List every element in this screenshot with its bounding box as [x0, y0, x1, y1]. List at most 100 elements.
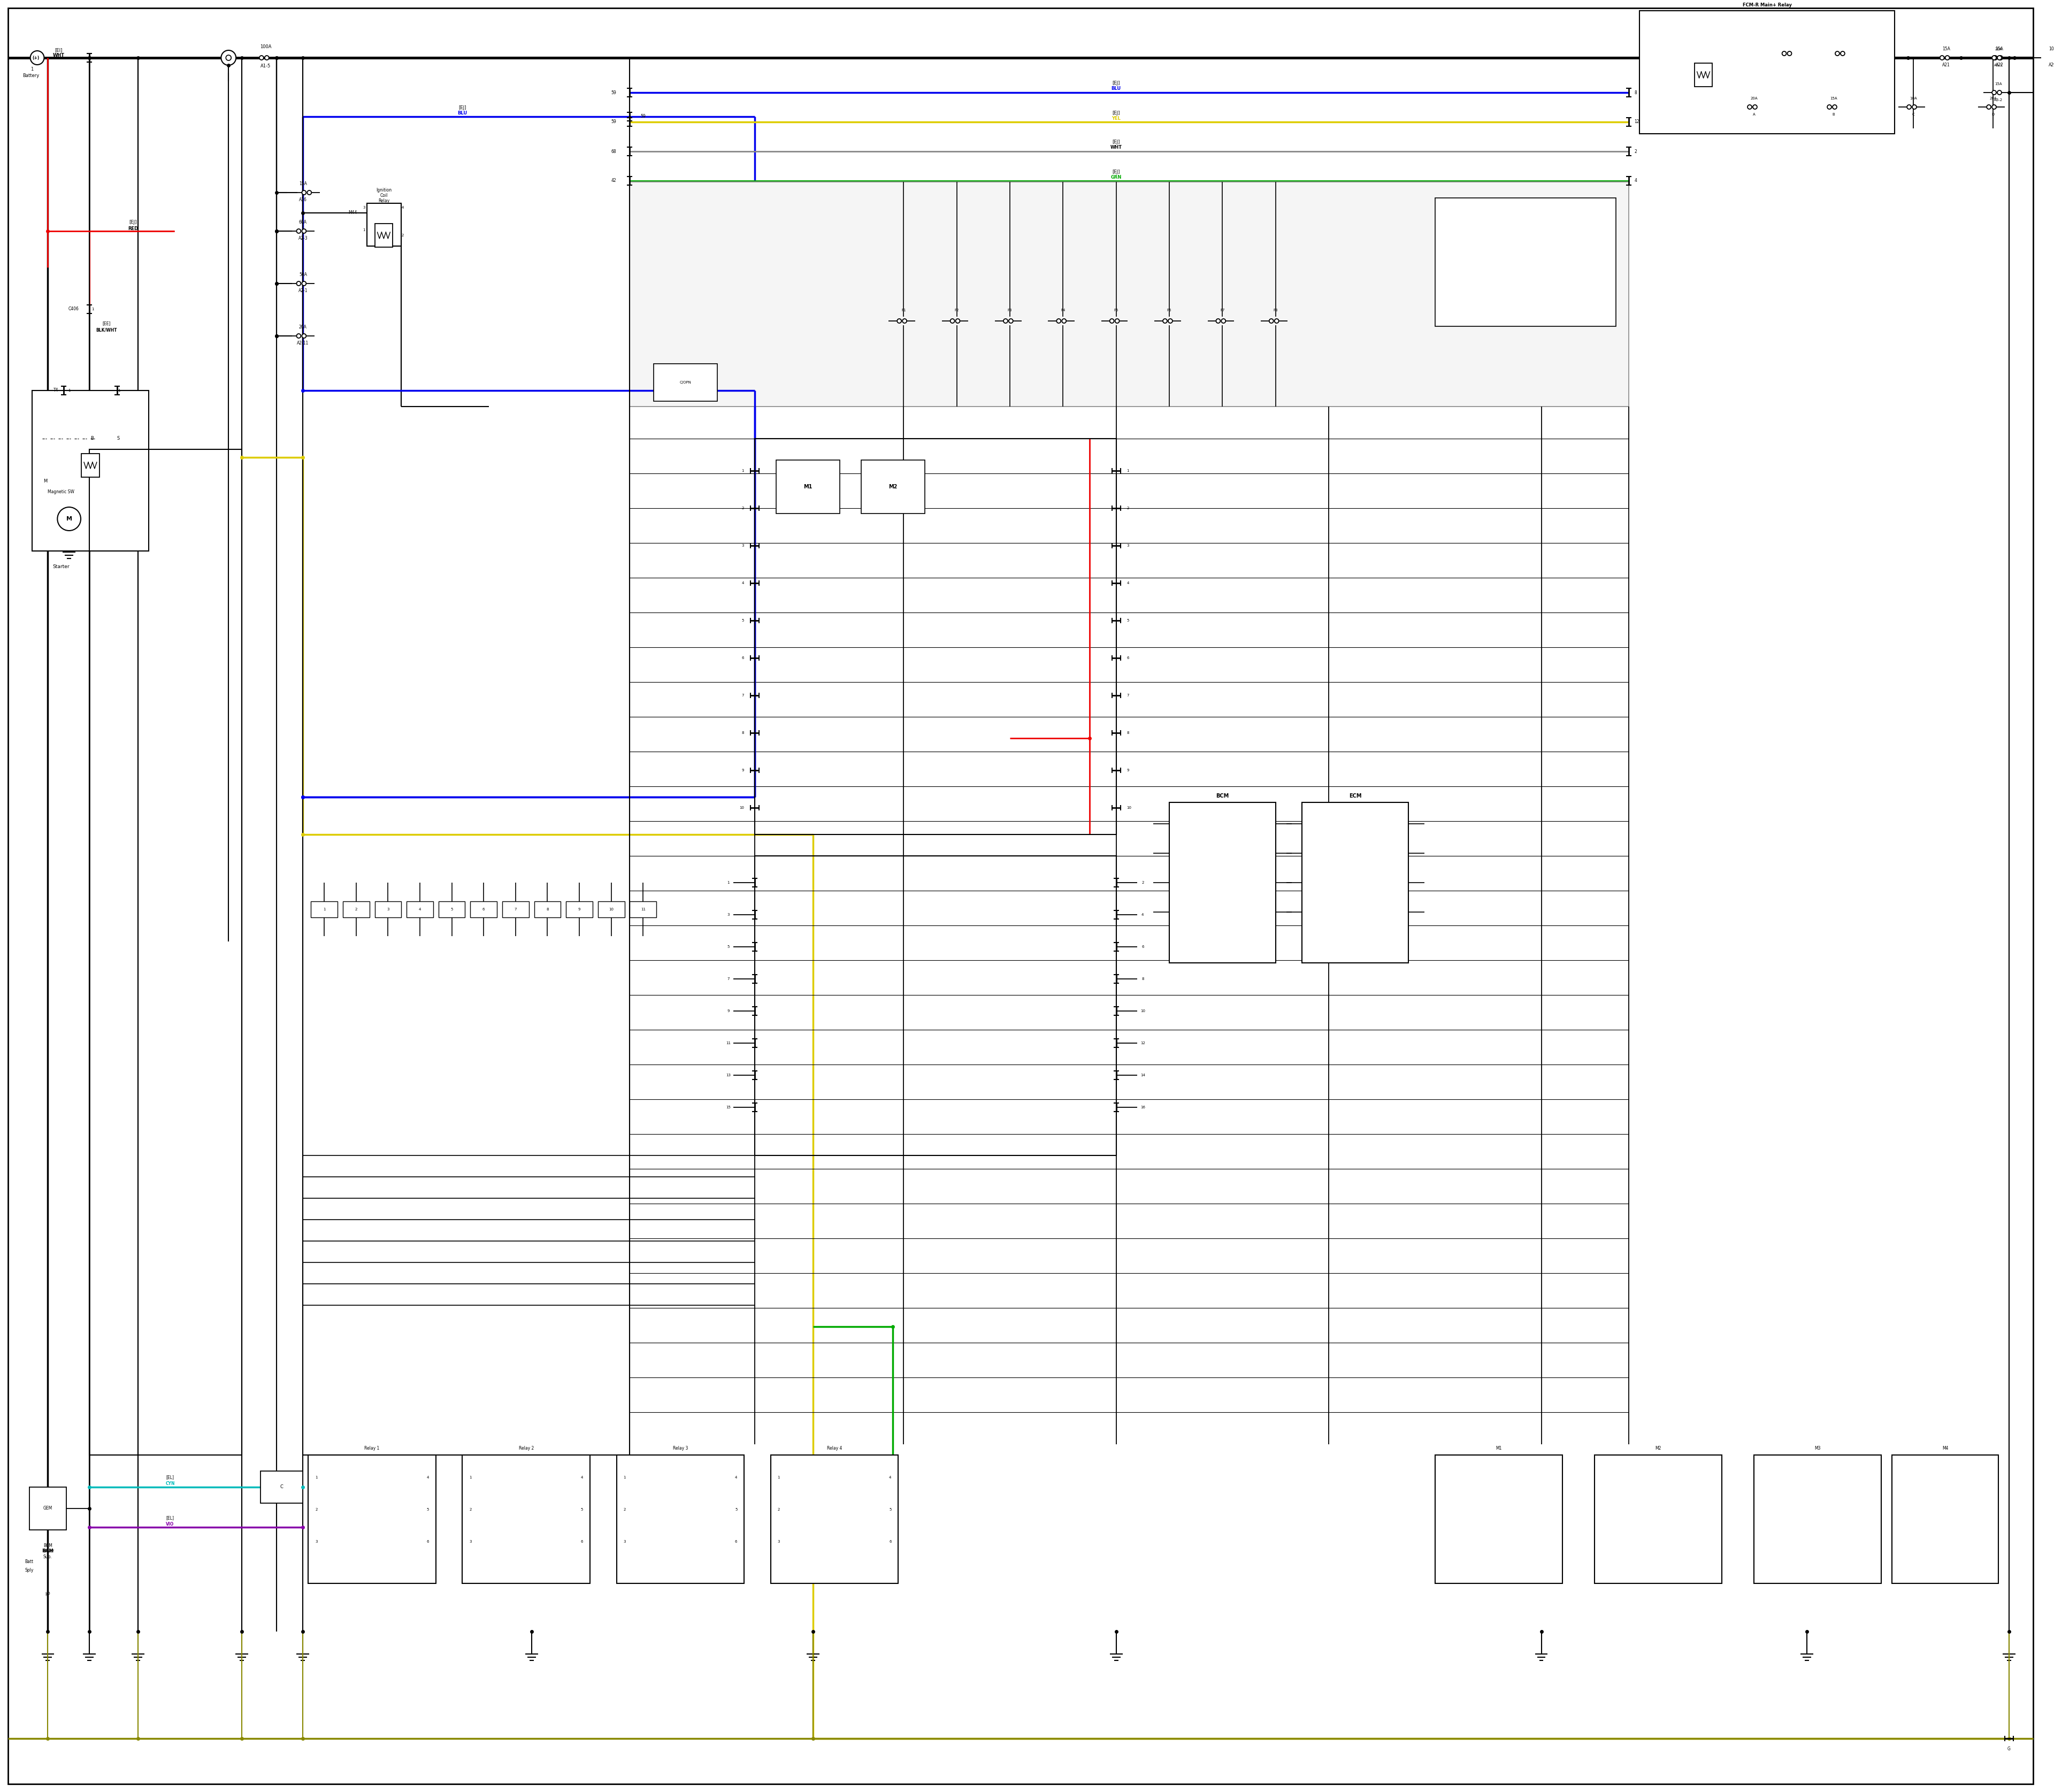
Text: S: S	[117, 435, 119, 441]
Text: 2: 2	[778, 1507, 781, 1511]
Text: 1: 1	[1128, 470, 1130, 473]
Text: 6: 6	[735, 1539, 737, 1543]
Text: [EL]: [EL]	[166, 1475, 175, 1480]
Circle shape	[1748, 106, 1752, 109]
Text: 59: 59	[641, 115, 645, 118]
Bar	[374, 224, 392, 247]
Circle shape	[1273, 319, 1280, 323]
Circle shape	[308, 190, 312, 195]
Text: C/OPN: C/OPN	[680, 382, 692, 383]
Text: 1: 1	[622, 1477, 626, 1478]
Circle shape	[1912, 106, 1916, 109]
Text: M2: M2	[889, 484, 898, 489]
Circle shape	[31, 50, 43, 65]
Text: [EJ]: [EJ]	[458, 106, 466, 111]
Circle shape	[902, 319, 906, 323]
Bar	[1446, 206, 1462, 219]
Text: 8: 8	[1128, 731, 1130, 735]
Text: T4: T4	[53, 389, 58, 392]
Text: BLU: BLU	[458, 111, 466, 116]
Text: 59: 59	[612, 120, 616, 124]
Bar	[653, 364, 717, 401]
Text: 60A: 60A	[300, 220, 306, 226]
Text: Starter: Starter	[53, 564, 70, 570]
Text: Relay 4: Relay 4	[828, 1446, 842, 1452]
Text: 3: 3	[364, 206, 366, 210]
Bar	[82, 453, 99, 477]
Circle shape	[1783, 52, 1787, 56]
Text: Magnetic SW: Magnetic SW	[47, 489, 74, 495]
Text: CYN: CYN	[166, 1480, 175, 1486]
Text: 4: 4	[419, 909, 421, 910]
Text: M2: M2	[1656, 1446, 1662, 1452]
Bar	[343, 901, 370, 918]
Text: 8: 8	[546, 909, 548, 910]
Bar	[567, 901, 594, 918]
Circle shape	[296, 229, 300, 233]
Circle shape	[296, 281, 300, 285]
Text: BCM
Power
Sup.: BCM Power Sup.	[41, 1543, 53, 1559]
Bar	[1510, 206, 1526, 219]
Text: 4: 4	[427, 1477, 429, 1478]
Text: M4: M4	[1943, 1446, 1949, 1452]
Text: 1: 1	[314, 1477, 318, 1478]
Text: 6: 6	[483, 909, 485, 910]
Text: 59: 59	[612, 90, 616, 95]
Bar	[33, 391, 148, 550]
Circle shape	[302, 229, 306, 233]
Text: 3: 3	[386, 909, 388, 910]
Text: 3: 3	[468, 1539, 472, 1543]
Circle shape	[1834, 52, 1840, 56]
Text: 1: 1	[31, 66, 33, 72]
Bar	[776, 461, 840, 514]
Text: 15A: 15A	[1943, 47, 1951, 52]
Text: M3: M3	[1814, 1446, 1820, 1452]
Text: VIO: VIO	[166, 1521, 175, 1527]
Text: 1: 1	[364, 228, 366, 231]
Bar	[368, 202, 401, 246]
Circle shape	[1999, 56, 2003, 59]
Circle shape	[259, 56, 263, 59]
Text: 9: 9	[727, 1009, 729, 1012]
Text: 4: 4	[581, 1477, 583, 1478]
Circle shape	[1222, 319, 1226, 323]
Circle shape	[2052, 56, 2054, 59]
Bar	[1477, 206, 1493, 219]
Text: 1: 1	[117, 389, 121, 392]
Text: 3: 3	[741, 545, 744, 547]
Circle shape	[302, 333, 306, 339]
Text: 10A: 10A	[2048, 47, 2054, 52]
Text: F8: F8	[1273, 308, 1278, 312]
Bar	[1302, 803, 1409, 962]
Text: 15: 15	[725, 1106, 731, 1109]
Bar	[88, 450, 242, 1455]
Text: 3: 3	[776, 1539, 781, 1543]
Circle shape	[302, 281, 306, 285]
Text: F4: F4	[1060, 308, 1066, 312]
Text: [EJ]: [EJ]	[1113, 111, 1119, 115]
Circle shape	[1163, 319, 1167, 323]
Text: 4: 4	[1142, 914, 1144, 916]
Text: BLU: BLU	[1111, 86, 1121, 91]
Bar	[503, 901, 528, 918]
Text: GEM: GEM	[43, 1505, 53, 1511]
Text: 5: 5	[450, 909, 454, 910]
Text: M: M	[66, 516, 72, 521]
Circle shape	[302, 190, 306, 195]
Circle shape	[1056, 319, 1060, 323]
Text: 7: 7	[1128, 694, 1130, 697]
Text: 14: 14	[1140, 1073, 1144, 1077]
Text: 20A: 20A	[1994, 48, 2003, 50]
Text: 1: 1	[322, 909, 325, 910]
Text: 4: 4	[889, 1477, 891, 1478]
Text: 10: 10	[739, 806, 744, 810]
Text: 13: 13	[725, 1073, 731, 1077]
Text: [EJ]: [EJ]	[129, 220, 138, 224]
Circle shape	[1009, 319, 1013, 323]
Text: C406: C406	[68, 306, 78, 312]
Circle shape	[1787, 52, 1791, 56]
Text: 15A: 15A	[1996, 47, 2003, 52]
Text: Battery: Battery	[23, 73, 39, 79]
Text: A: A	[1752, 113, 1756, 116]
Circle shape	[1986, 106, 1990, 109]
